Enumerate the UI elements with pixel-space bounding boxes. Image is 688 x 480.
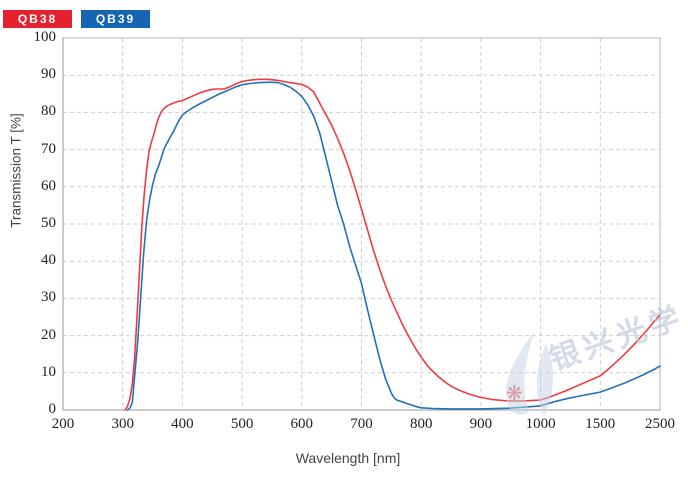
y-tick-label: 30 — [41, 289, 56, 306]
x-tick-label: 2500 — [645, 416, 675, 432]
y-tick-label: 10 — [41, 363, 56, 380]
y-tick-label: 80 — [41, 103, 56, 120]
x-tick-label: 500 — [230, 416, 254, 432]
qb39-curve — [126, 81, 661, 411]
x-tick-label: 900 — [469, 416, 493, 432]
x-tick-label: 1000 — [525, 416, 556, 432]
x-tick-label: 400 — [171, 416, 194, 432]
y-tick-label: 50 — [41, 215, 56, 231]
y-tick-label: 90 — [41, 66, 56, 83]
qb38-curve — [124, 78, 661, 411]
legend: QB38 QB39 — [3, 10, 150, 28]
y-tick-label: 20 — [41, 326, 56, 343]
x-tick-label: 800 — [409, 416, 433, 432]
y-tick-label: 60 — [41, 177, 56, 194]
y-tick-label: 100 — [33, 29, 57, 45]
legend-item-qb39[interactable]: QB39 — [81, 10, 150, 28]
x-tick-label: 600 — [290, 416, 314, 432]
y-tick-label: 70 — [41, 140, 56, 157]
y-tick-label: 40 — [41, 252, 56, 269]
y-tick-label: 0 — [48, 401, 57, 417]
x-tick-label: 300 — [111, 416, 134, 432]
x-tick-label: 700 — [350, 416, 373, 432]
x-tick-label: 200 — [51, 416, 75, 432]
legend-item-qb38[interactable]: QB38 — [3, 10, 72, 28]
x-axis-title: Wavelength [nm] — [295, 450, 401, 466]
x-tick-label: 1500 — [585, 416, 616, 432]
